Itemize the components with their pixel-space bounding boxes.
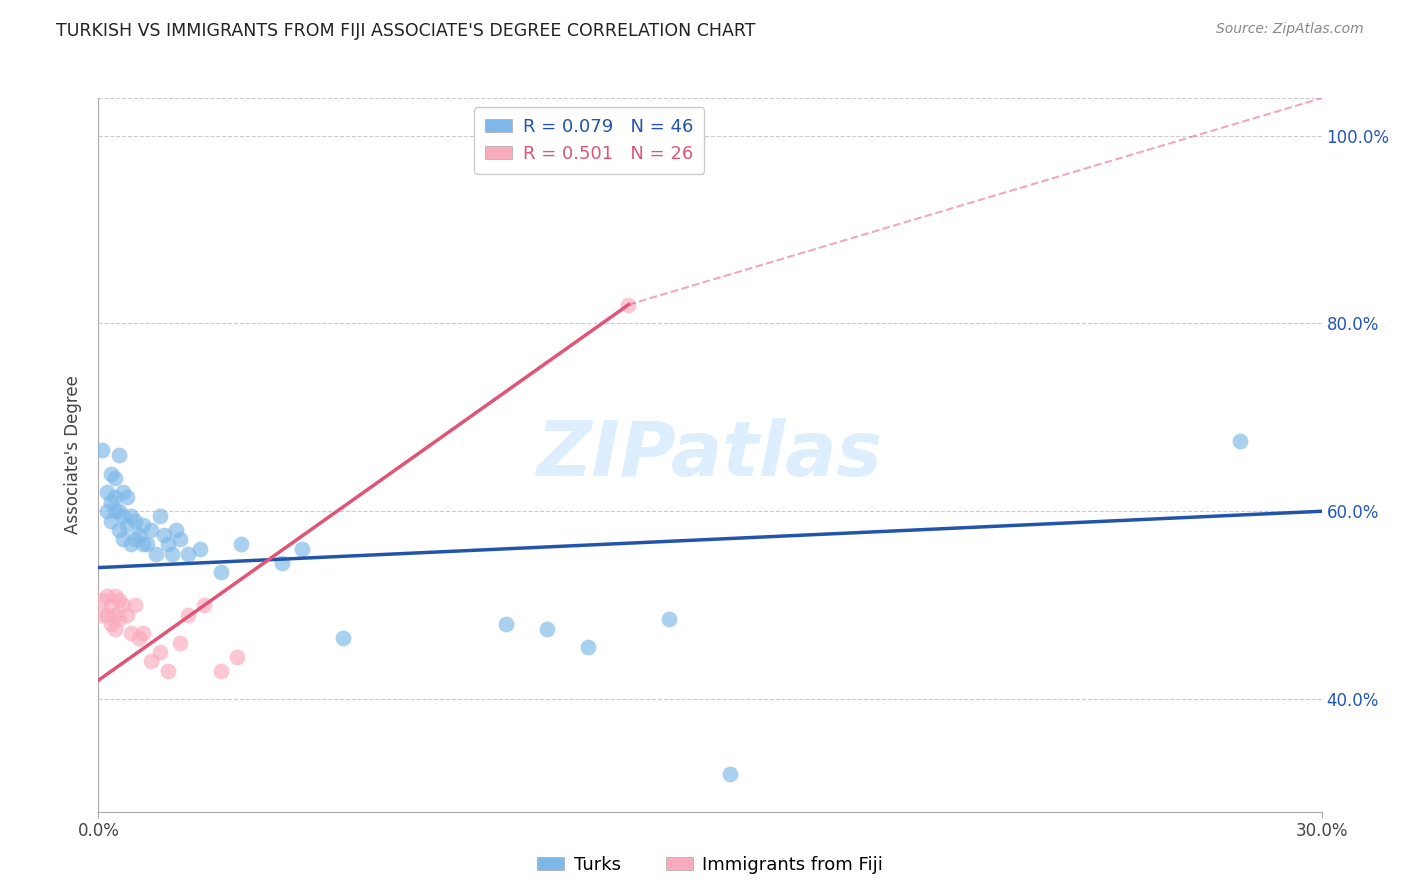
Point [111, 598, 134, 612]
Point [120, 508, 142, 523]
Legend: Turks, Immigrants from Fiji: Turks, Immigrants from Fiji [530, 849, 890, 881]
Point [124, 514, 146, 528]
Point [209, 664, 232, 678]
Point [145, 547, 167, 561]
Point [111, 508, 134, 523]
Point [108, 448, 131, 462]
Point [100, 514, 122, 528]
Point [169, 533, 191, 547]
Point [536, 622, 558, 636]
Point [128, 527, 150, 541]
Point [111, 533, 134, 547]
Point [291, 541, 314, 556]
Text: Source: ZipAtlas.com: Source: ZipAtlas.com [1216, 22, 1364, 37]
Point [177, 607, 200, 622]
Text: ZIPatlas: ZIPatlas [537, 418, 883, 491]
Y-axis label: Associate's Degree: Associate's Degree [65, 376, 83, 534]
Point [160, 547, 183, 561]
Point [115, 607, 138, 622]
Point [658, 612, 681, 626]
Point [100, 495, 122, 509]
Point [193, 598, 215, 612]
Point [120, 626, 142, 640]
Point [141, 655, 163, 669]
Point [104, 622, 127, 636]
Point [169, 636, 191, 650]
Point [96, 589, 118, 603]
Point [100, 616, 122, 631]
Point [96, 607, 118, 622]
Point [720, 767, 742, 781]
Point [141, 523, 163, 537]
Point [104, 504, 127, 518]
Text: TURKISH VS IMMIGRANTS FROM FIJI ASSOCIATE'S DEGREE CORRELATION CHART: TURKISH VS IMMIGRANTS FROM FIJI ASSOCIAT… [56, 22, 756, 40]
Point [226, 649, 249, 664]
Point [156, 664, 179, 678]
Point [124, 533, 146, 547]
Point [132, 626, 155, 640]
Point [124, 598, 146, 612]
Point [100, 467, 122, 481]
Point [108, 612, 131, 626]
Point [108, 504, 131, 518]
Point [91, 443, 114, 458]
Point [91, 593, 114, 607]
Point [115, 490, 138, 504]
Point [576, 640, 599, 655]
Point [136, 537, 159, 551]
Point [104, 607, 127, 622]
Point [104, 471, 127, 485]
Point [91, 607, 114, 622]
Point [149, 645, 172, 659]
Point [495, 616, 517, 631]
Point [104, 490, 127, 504]
Point [231, 537, 253, 551]
Point [111, 485, 134, 500]
Point [177, 547, 200, 561]
Point [132, 537, 155, 551]
Point [152, 527, 174, 541]
Point [165, 523, 187, 537]
Point [100, 598, 122, 612]
Point [132, 518, 155, 533]
Point [156, 537, 179, 551]
Point [96, 485, 118, 500]
Point [149, 508, 172, 523]
Point [128, 631, 150, 645]
Point [104, 589, 127, 603]
Point [108, 593, 131, 607]
Point [115, 518, 138, 533]
Point [332, 631, 354, 645]
Point [120, 537, 142, 551]
Point [108, 523, 131, 537]
Point [270, 556, 294, 570]
Point [617, 298, 640, 312]
Point [1229, 434, 1251, 448]
Point [188, 541, 212, 556]
Point [96, 504, 118, 518]
Point [209, 566, 232, 580]
